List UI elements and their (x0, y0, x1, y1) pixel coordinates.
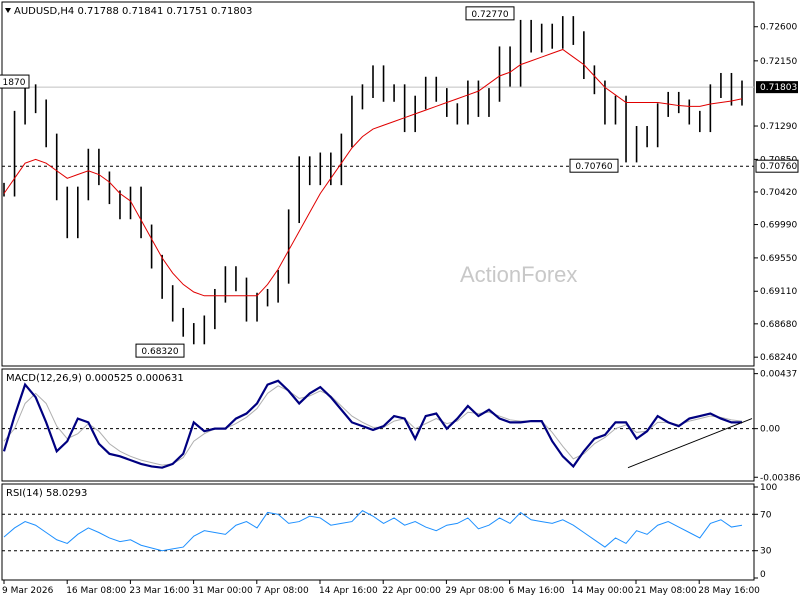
price-panel-frame (1, 1, 755, 367)
price-tick-label: 0.72150 (760, 57, 797, 67)
price-annotation-box (0, 74, 30, 89)
rsi-tick-label: 30 (760, 547, 772, 557)
time-tick-label: 9 Mar 2026 (2, 586, 54, 596)
price-annotation-label: 0.72770 (471, 10, 508, 20)
time-tick-label: 28 May 16:00 (698, 586, 760, 596)
macd-panel-frame (1, 368, 755, 482)
macd-signal-line (3, 385, 743, 466)
rsi-tick-label: 70 (760, 510, 772, 520)
macd-line (2, 379, 742, 469)
price-tick-label: 0.68240 (760, 353, 797, 363)
rsi-tick-label: 0 (760, 570, 766, 580)
moving-average-line (3, 48, 743, 297)
price-tick-label: 0.68680 (760, 320, 797, 330)
price-tick-label: 0.69990 (760, 221, 797, 231)
time-tick-label: 22 Apr 00:00 (382, 586, 441, 596)
price-tick-label: 0.69550 (760, 254, 797, 264)
macd-panel-title: MACD(12,26,9) 0.000525 0.000631 (6, 373, 184, 384)
time-tick-label: 29 Apr 08:00 (445, 586, 504, 596)
price-panel-title: AUDUSD,H4 0.71788 0.71841 0.71751 0.7180… (14, 6, 252, 17)
price-annotation-box (569, 158, 619, 173)
price-tick-label: 0.70420 (760, 188, 797, 198)
macd-tick-label: 0.00437 (760, 370, 797, 380)
rsi-panel-title: RSI(14) 58.0293 (6, 488, 87, 499)
price-tick-label: 0.69110 (760, 287, 797, 297)
time-tick-label: 16 Mar 08:00 (66, 586, 126, 596)
price-tick-label: 0.71290 (760, 122, 797, 132)
price-tick-label: 0.72600 (760, 23, 797, 33)
axis-layer: 0.726000.721500.718030.712900.708500.707… (2, 23, 800, 596)
price-annotation-box (135, 343, 185, 358)
rsi-panel-frame (1, 483, 755, 581)
current-price-label: 0.71803 (760, 83, 797, 93)
time-tick-label: 14 May 00:00 (572, 586, 634, 596)
price-annotation-box (465, 6, 515, 21)
time-tick-label: 21 May 08:00 (635, 586, 697, 596)
time-tick-label: 7 Apr 08:00 (256, 586, 309, 596)
macd-layer (2, 379, 754, 469)
macd-trendline (627, 418, 753, 469)
price-annotation-label: 1870 (3, 78, 26, 88)
price-annotation-label: 0.68320 (141, 347, 178, 357)
time-tick-label: 6 May 16:00 (509, 586, 565, 596)
rsi-layer (2, 510, 754, 552)
time-tick-label: 23 Mar 16:00 (129, 586, 189, 596)
macd-tick-label: 0.00 (760, 425, 780, 435)
price-annotation-label: 0.70760 (575, 162, 612, 172)
current-price-label-bg (756, 81, 798, 94)
time-tick-label: 14 Apr 16:00 (319, 586, 378, 596)
rsi-line (3, 510, 743, 552)
support-label-box (755, 159, 799, 173)
support-label: 0.70760 (760, 162, 797, 172)
rsi-tick-label: 100 (760, 483, 777, 493)
symbol-dropdown-icon[interactable] (5, 8, 11, 13)
price-layer: 0.72770 0.68320 0.70760 1870 (0, 6, 754, 358)
watermark: ActionForex (460, 262, 577, 287)
time-tick-label: 31 Mar 00:00 (193, 586, 253, 596)
